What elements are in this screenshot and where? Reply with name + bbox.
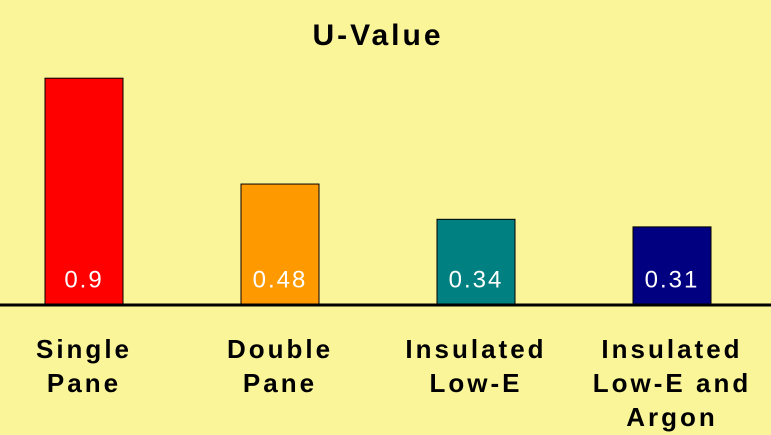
category-label: Double Pane (226, 334, 334, 398)
value-label: 0.48 (253, 266, 308, 293)
category-label: Single Pane (35, 334, 132, 398)
chart-title: U-Value (312, 19, 443, 52)
bar (632, 226, 712, 306)
category-label: Insulated Low-E and Argon (592, 334, 752, 432)
value-label: 0.34 (449, 266, 504, 293)
value-label: 0.9 (64, 266, 103, 293)
bar (44, 77, 124, 306)
category-label: Insulated Low-E (405, 334, 547, 398)
value-label: 0.31 (645, 266, 700, 293)
bar (240, 183, 320, 306)
